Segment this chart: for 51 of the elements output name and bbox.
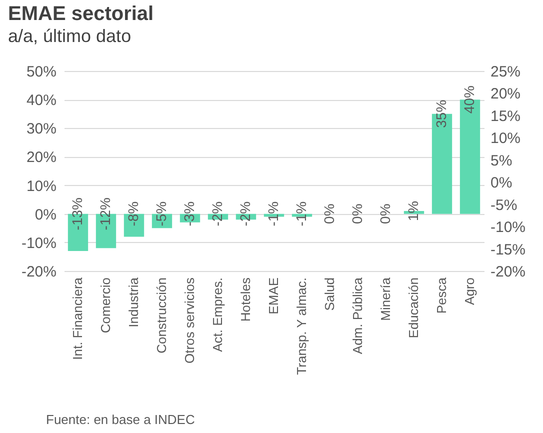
source-note: Fuente: en base a INDEC: [46, 412, 195, 427]
y-tick-label: 0%: [34, 206, 56, 224]
y2-tick-label: -20%: [490, 264, 526, 280]
data-label: -13%: [69, 198, 85, 230]
y-tick-label: 10%: [26, 178, 56, 195]
y-tick-label: 30%: [26, 120, 56, 138]
data-label: 0%: [377, 204, 393, 224]
data-label: 0%: [321, 204, 337, 224]
x-tick-label: Industria: [126, 276, 141, 328]
y2-tick-label: -10%: [490, 219, 526, 236]
x-tick-label: Minería: [378, 276, 393, 321]
y2-tick-label: 10%: [490, 130, 521, 148]
y-tick-label: -10%: [21, 234, 56, 252]
data-label: -3%: [181, 201, 197, 226]
data-label: -12%: [97, 198, 113, 230]
data-label: 40%: [461, 86, 477, 114]
y-tick-label: -20%: [21, 264, 56, 280]
data-label: -5%: [153, 201, 169, 226]
y-tick-label: 50%: [26, 64, 56, 80]
data-label: 0%: [349, 204, 365, 224]
x-tick-label: Construcción: [154, 278, 169, 354]
data-label: -1%: [265, 201, 281, 226]
data-label: 1%: [405, 200, 421, 222]
x-tick-label: Agro: [462, 278, 477, 305]
y2-tick-label: 0%: [490, 174, 512, 192]
chart-subtitle: a/a, último dato: [8, 26, 132, 46]
y2-tick-label: -15%: [490, 241, 526, 258]
x-tick-label: EMAE: [266, 277, 281, 314]
chart-title: EMAE sectorial: [8, 3, 154, 25]
y2-tick-label: 20%: [490, 86, 521, 103]
data-label: 35%: [433, 100, 449, 128]
y-tick-label: 40%: [26, 92, 56, 110]
data-label: -1%: [293, 201, 309, 226]
x-tick-label: Hoteles: [238, 277, 253, 322]
x-tick-label: Pesca: [434, 276, 449, 314]
x-tick-label: Educación: [406, 278, 421, 338]
x-tick-label: Comercio: [98, 278, 113, 334]
y2-tick-label: 5%: [490, 152, 512, 170]
data-label: -8%: [125, 201, 141, 226]
data-label: -2%: [209, 201, 225, 226]
y2-tick-label: -5%: [490, 196, 518, 214]
x-tick-label: Act. Empres.: [210, 278, 225, 352]
x-tick-label: Otros servicios: [182, 277, 197, 364]
data-label: -2%: [237, 201, 253, 226]
y2-tick-label: 25%: [490, 64, 521, 80]
x-tick-label: Adm. Pública: [350, 276, 365, 354]
x-tick-label: Transp. Y almac.: [294, 278, 309, 375]
y2-tick-label: 15%: [490, 108, 521, 125]
x-tick-label: Salud: [322, 278, 337, 311]
x-tick-label: Int. Financiera: [70, 276, 85, 360]
y-tick-label: 20%: [26, 149, 56, 166]
